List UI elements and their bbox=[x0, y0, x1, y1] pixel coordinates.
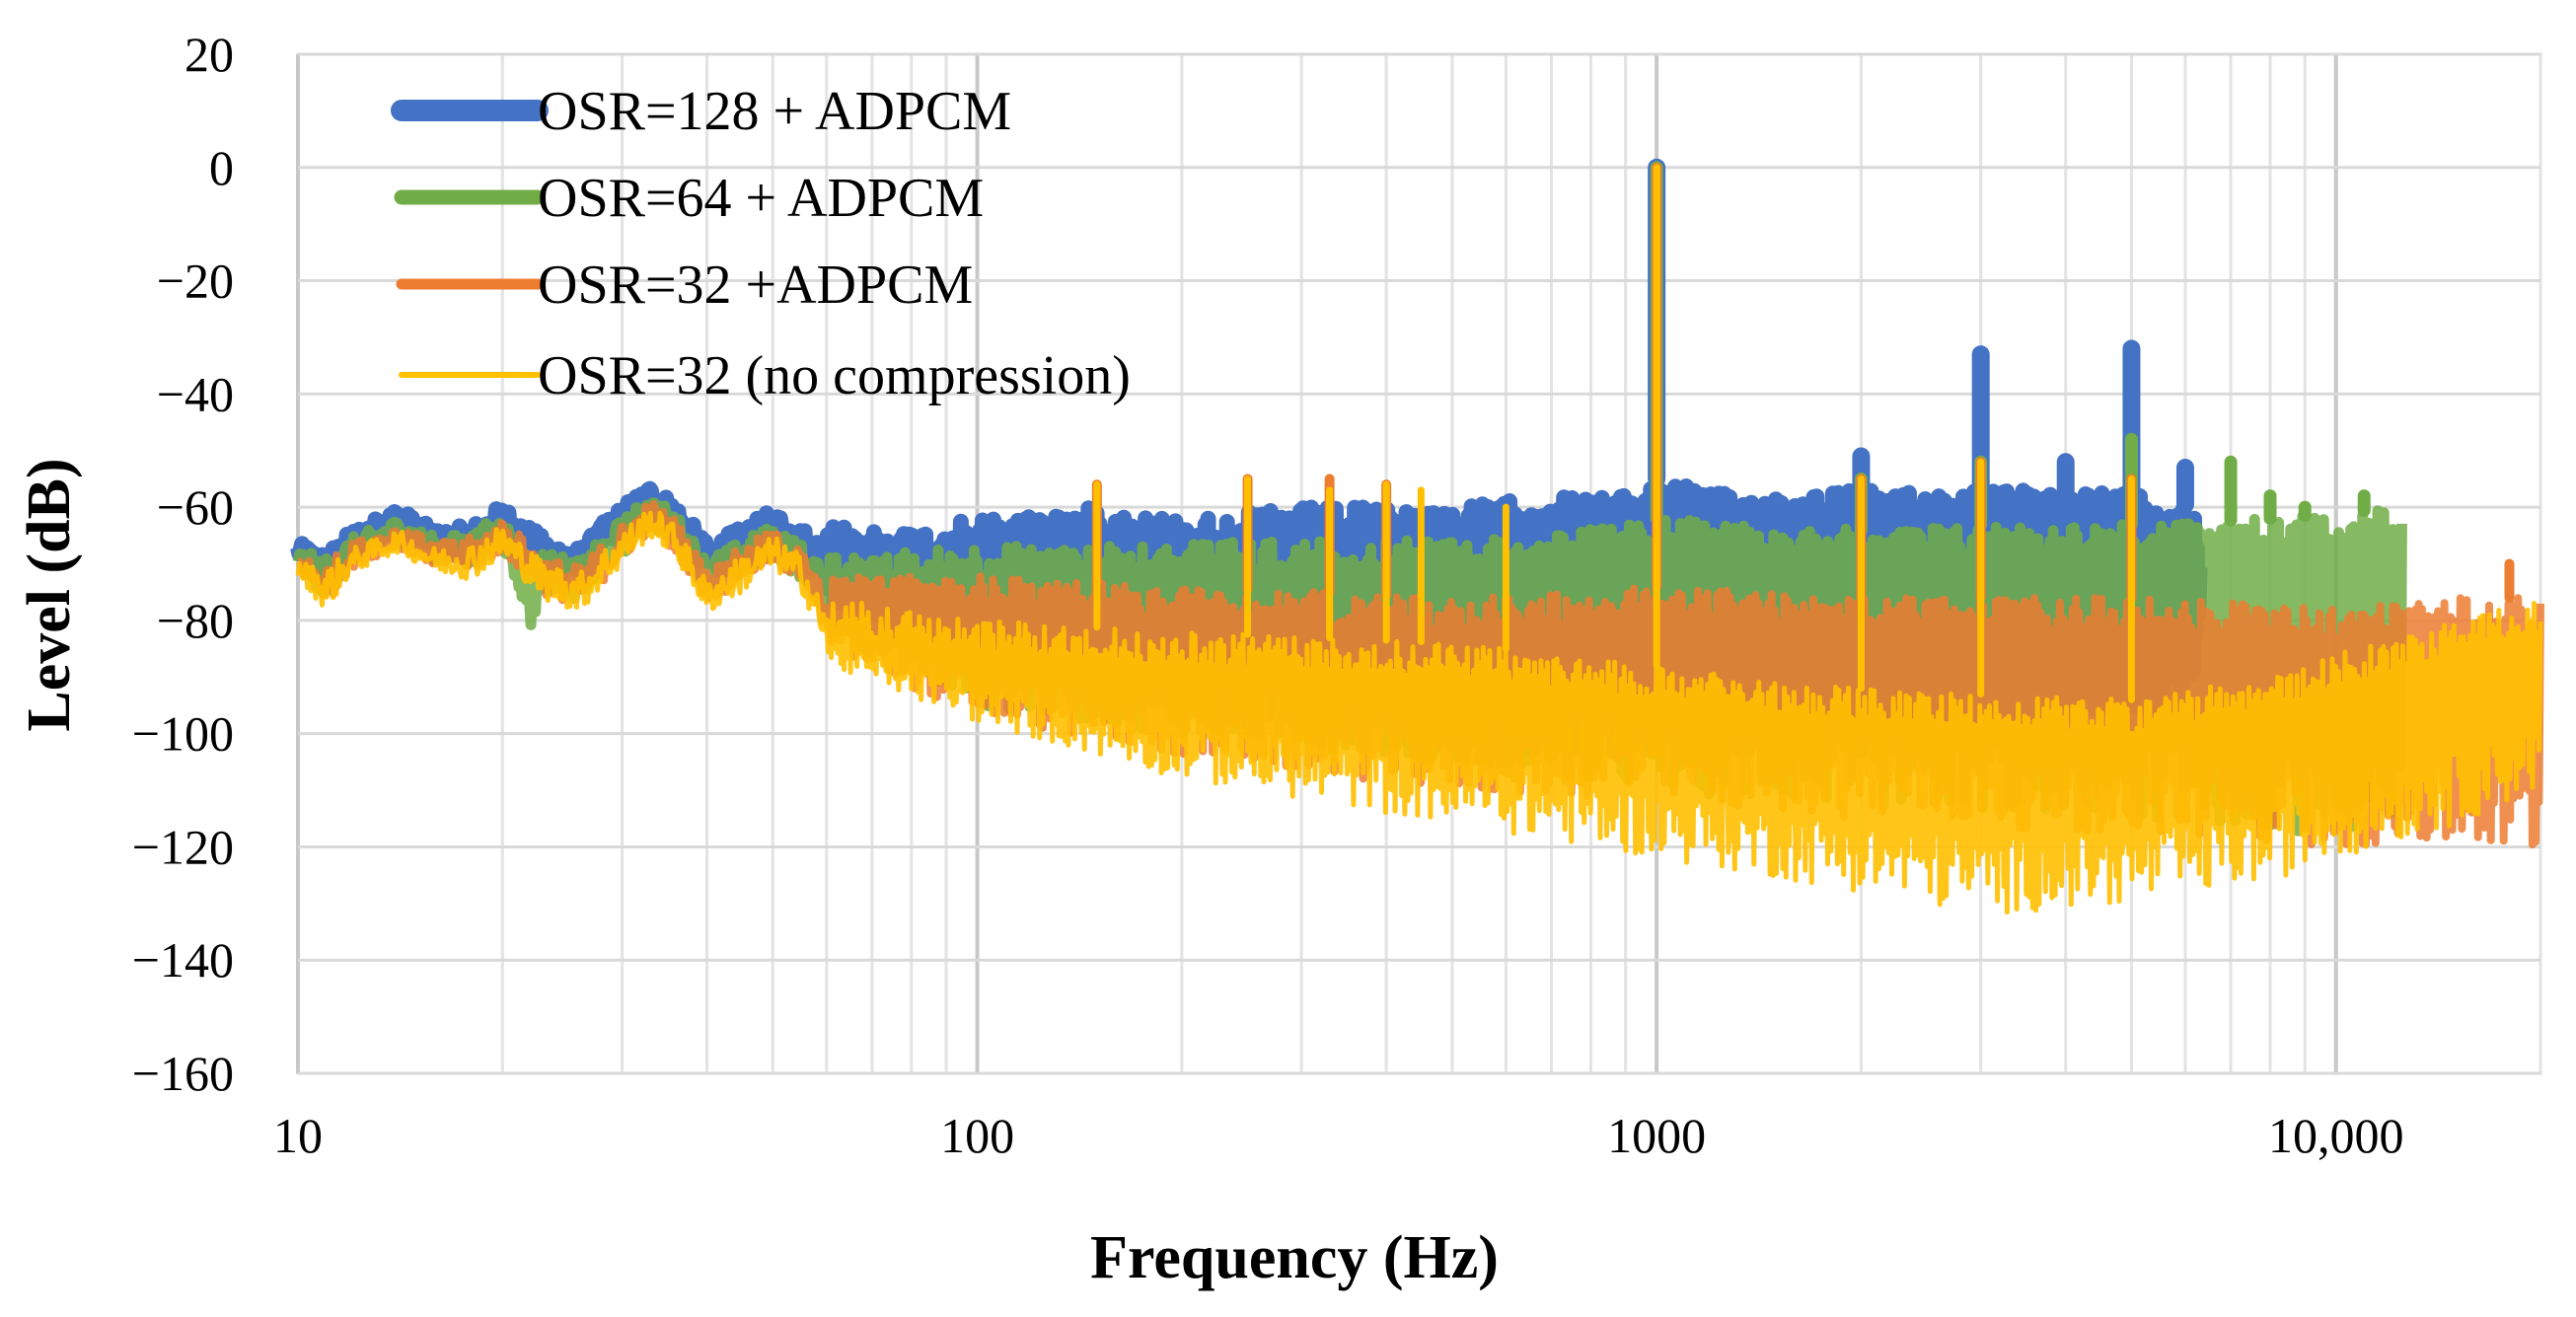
y-tick-label: −160 bbox=[132, 1046, 234, 1101]
y-tick-label: −20 bbox=[157, 254, 234, 309]
series-4-line bbox=[295, 510, 2543, 915]
x-tick-label: 10 bbox=[273, 1108, 323, 1163]
tick-labels: 20 0 −20 −40 −60 −80 −100 −120 −140 −160 10 100 1000… bbox=[132, 27, 2404, 1163]
y-tick-label: −80 bbox=[157, 593, 234, 648]
y-tick-label: −40 bbox=[157, 366, 234, 421]
y-tick-label: −60 bbox=[157, 479, 234, 535]
legend-label: OSR=128 + ADPCM bbox=[538, 81, 1011, 142]
x-tick-label: 100 bbox=[940, 1108, 1014, 1163]
x-tick-label: 10,000 bbox=[2268, 1108, 2404, 1163]
legend-label: OSR=32 (no compression) bbox=[538, 345, 1131, 406]
legend-label: OSR=64 + ADPCM bbox=[538, 168, 984, 229]
series-4 bbox=[295, 164, 2543, 915]
series-layer bbox=[290, 158, 2544, 915]
y-tick-label: 20 bbox=[184, 27, 234, 82]
legend-label: OSR=32 +ADPCM bbox=[538, 255, 973, 316]
x-axis-title: Frequency (Hz) bbox=[1090, 1224, 1499, 1291]
legend: OSR=128 + ADPCM OSR=64 + ADPCM OSR=32 +ADP… bbox=[391, 81, 1131, 406]
y-tick-label: 0 bbox=[209, 140, 234, 195]
y-tick-label: −120 bbox=[132, 819, 234, 874]
x-tick-label: 1000 bbox=[1607, 1108, 1706, 1163]
y-tick-label: −140 bbox=[132, 932, 234, 988]
y-tick-label: −100 bbox=[132, 706, 234, 762]
y-axis-title: Level (dB) bbox=[16, 458, 83, 731]
